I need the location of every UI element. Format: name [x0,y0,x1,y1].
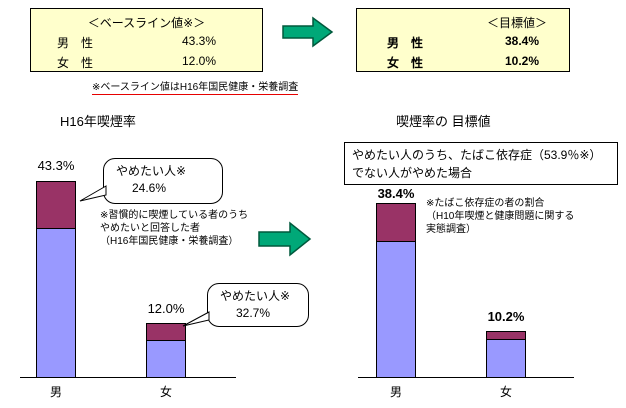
left-footnote-line3: （H16年国民健康・栄養調査） [100,236,239,247]
bar-label-female-h16: 12.0% [147,301,185,316]
bar-female-h16-want-to-quit-segment [146,323,186,341]
bar-female-target-top-segment [486,331,526,340]
baseline-source-note-wrap: ※ベースライン値はH16年国民健康・栄養調査 [92,77,299,95]
target-box-title: ＜目標値＞ [486,16,547,30]
callout-male-line2: 24.6% [132,180,167,195]
callout-male-line1: やめたい人※ [116,164,187,178]
bar-label-female-target: 10.2% [487,309,525,324]
target-female-label: 女 性 [387,56,424,70]
bar-male-h16-want-to-quit-segment [36,181,76,229]
callout-female-line2: 32.7% [236,305,271,320]
baseline-row-male: 男 性 43.3% [31,31,262,51]
target-male-label: 男 性 [387,36,424,50]
baseline-box: ＜ベースライン値※＞ 男 性 43.3% 女 性 12.0% [30,8,263,72]
baseline-female-label: 女 性 [57,56,94,70]
bar-female-h16-body-segment [146,341,186,378]
bar-label-male-h16: 43.3% [37,158,75,173]
left-cat-female: 女 [159,385,172,399]
target-box: ＜目標値＞ 男 性 38.4% 女 性 10.2% [356,8,570,72]
right-footnote-line1: ※たばこ依存症の者の割合 [426,198,545,209]
right-cat-male: 男 [389,385,402,399]
baseline-male-label: 男 性 [57,36,94,50]
right-footnote-line2: （H10年喫煙と健康問題に関する実態調査） [426,211,575,235]
right-cat-female: 女 [499,385,512,399]
target-male-value: 38.4% [504,34,539,48]
baseline-row-female: 女 性 12.0% [31,51,262,71]
arrow-right-icon [258,221,312,257]
target-row-male: 男 性 38.4% [357,31,569,51]
callout-tail-icon [79,185,107,202]
callout-female-line1: やめたい人※ [220,289,291,303]
target-female-value: 10.2% [504,54,539,68]
condition-line2: でない人がやめた場合 [352,166,473,180]
left-x-axis [20,377,236,378]
bar-female-target-body-segment [486,340,526,378]
baseline-female-value: 12.0% [181,54,216,68]
target-row-female: 女 性 10.2% [357,51,569,71]
callout-want-to-quit-female: やめたい人※ 32.7% [182,283,309,327]
bar-female-target [486,331,526,378]
bar-male-target-top-segment [376,203,416,242]
bar-male-target [376,203,416,378]
left-chart-footnote: ※習慣的に喫煙している者のうち やめたいと回答した者 （H16年国民健康・栄養調… [100,209,270,248]
baseline-source-note: ※ベースライン値はH16年国民健康・栄養調査 [92,82,299,95]
bar-female-h16 [146,323,186,378]
baseline-male-value: 43.3% [181,34,216,48]
callout-tail-icon [182,311,210,327]
left-chart-title: H16年喫煙率 [60,114,136,129]
condition-line1: やめたい人のうち、たばこ依存症（53.9％※） [352,148,602,162]
right-x-axis [358,377,574,378]
left-footnote-line1: ※習慣的に喫煙している者のうち [100,210,249,221]
left-cat-male: 男 [49,385,62,399]
bar-male-h16 [36,181,76,378]
bar-label-male-target: 38.4% [377,186,415,201]
left-footnote-line2: やめたいと回答した者 [100,223,200,234]
bar-male-h16-body-segment [36,229,76,378]
target-condition-box: やめたい人のうち、たばこ依存症（53.9％※） でない人がやめた場合 [344,142,618,185]
arrow-right-icon [282,16,334,48]
right-chart-title: 喫煙率の 目標値 [396,114,491,129]
right-chart-footnote: ※たばこ依存症の者の割合 （H10年喫煙と健康問題に関する実態調査） [426,197,584,236]
callout-want-to-quit-male: やめたい人※ 24.6% [79,158,223,204]
baseline-box-title: ＜ベースライン値※＞ [87,16,206,30]
bar-male-target-body-segment [376,242,416,378]
